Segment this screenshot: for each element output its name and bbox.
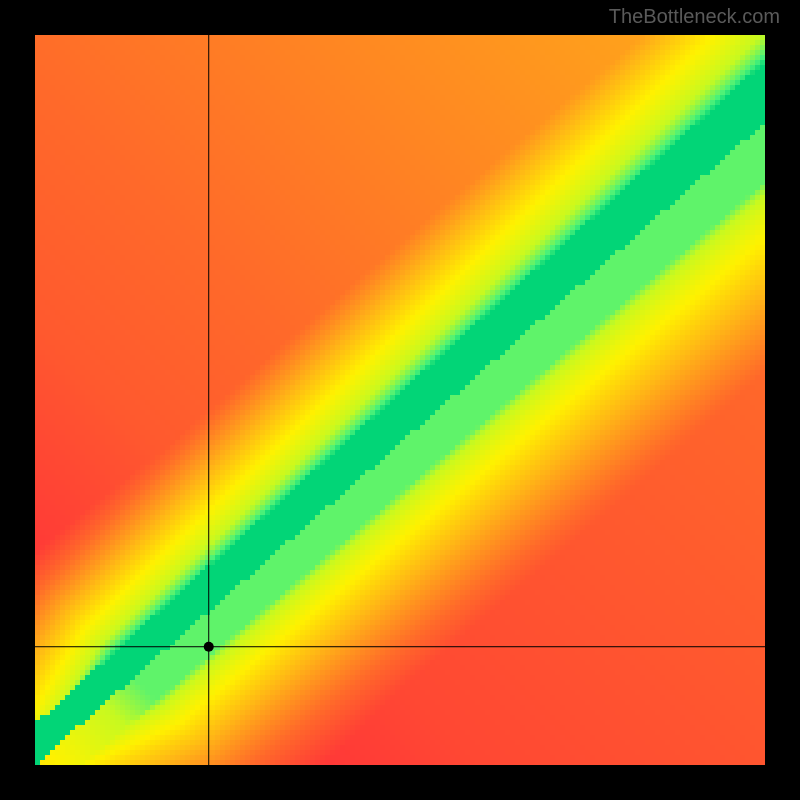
chart-container: TheBottleneck.com [0, 0, 800, 800]
watermark-text: TheBottleneck.com [609, 6, 780, 29]
heatmap-canvas [0, 0, 800, 800]
